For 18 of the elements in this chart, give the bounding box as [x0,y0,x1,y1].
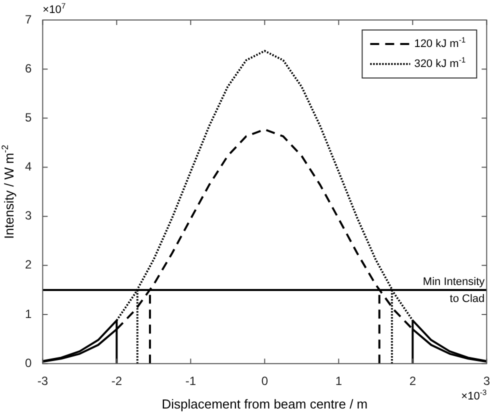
y-tick-label: 6 [24,61,32,76]
y-axis-title: Intensity / W m-2 [0,144,17,239]
y-tick-label: 2 [24,258,32,272]
y-tick-label: 4 [24,160,32,174]
y-tick-label: 5 [24,110,32,124]
y-tick-label: 0 [24,356,32,370]
x-tick-label: 2 [409,374,416,388]
x-tick-label: -3 [37,374,48,388]
y-tick-label: 3 [24,208,32,223]
x-tick-label: 0 [261,374,268,388]
x-tick-label: -2 [111,374,122,388]
x-tick-label: 1 [335,374,342,388]
y-tick-label: 1 [24,306,32,321]
x-tick-label: 3 [483,374,490,388]
y-tick-label: 7 [24,12,32,26]
ref-line-label: Min Intensity to Clad [422,276,486,306]
x-tick-label: -1 [185,374,196,388]
x-axis-title: Displacement from beam centre / m [162,396,368,412]
